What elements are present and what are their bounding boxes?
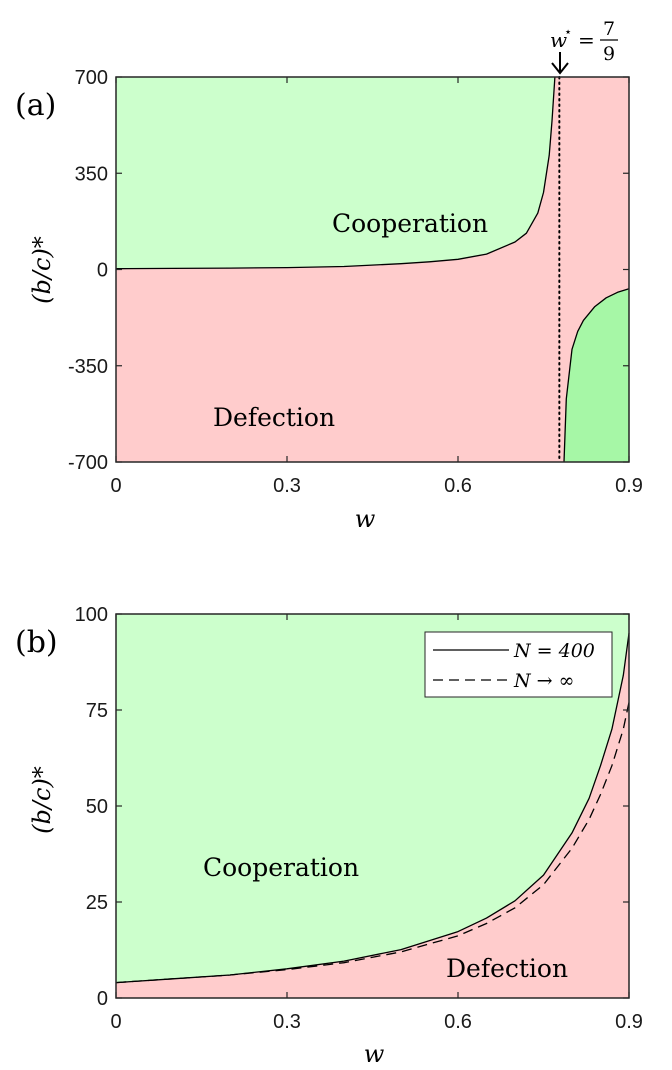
- legend: N = 400 N → ∞: [424, 631, 613, 698]
- asymptote-label-num: 7: [603, 18, 615, 40]
- panel-b-ylabel: (b/c)*: [28, 766, 56, 834]
- panel-a-annotation-cooperation: Cooperation: [332, 209, 488, 238]
- legend-label-n400: N = 400: [513, 640, 595, 662]
- asymptote-label-eq: =: [578, 28, 595, 52]
- legend-box: [424, 631, 613, 698]
- panel-b-xtick-label: 0.3: [273, 1011, 301, 1033]
- panel-a-ytick-label: -700: [68, 452, 108, 474]
- panel-a-label: (a): [15, 88, 56, 123]
- panel-a-ytick-label: 0: [97, 260, 108, 282]
- panel-a-xtick-label: 0.6: [444, 475, 472, 497]
- asymptote-annotation: w ⋆ = 7 9: [550, 18, 618, 75]
- panel-a-ticks: 0 0.3 0.6 0.9 700 350 0 -350 -700: [68, 67, 643, 497]
- panel-b-xtick-label: 0: [110, 1011, 121, 1033]
- asymptote-label-lhs: w: [550, 28, 567, 52]
- panel-b-label: (b): [15, 625, 58, 660]
- panel-b-ticks: 0 0.3 0.6 0.9 100 75 50 25 0: [75, 604, 643, 1033]
- panel-a-xtick-label: 0.3: [273, 475, 301, 497]
- legend-label-ninf: N → ∞: [513, 670, 574, 692]
- panel-a-regions: [116, 77, 629, 462]
- panel-b-xtick-label: 0.9: [615, 1011, 643, 1033]
- series-n400-line: [115, 633, 630, 984]
- panel-b-xlabel: w: [364, 1040, 385, 1068]
- panel-b-ytick-label: 25: [86, 892, 108, 914]
- boundary-right-line: [563, 288, 630, 463]
- panel-b: (b) 0 0.3 0.6 0.9 100 75 50 25 0 Cooperation Def…: [15, 604, 643, 1068]
- asymptote-label-den: 9: [603, 43, 615, 65]
- panel-a-annotation-defection: Defection: [213, 403, 335, 432]
- asymptote-label-sup: ⋆: [564, 25, 572, 40]
- region-defection-b: [116, 633, 629, 998]
- boundary-left-line: [115, 76, 556, 270]
- region-cooperation: [116, 77, 555, 269]
- region-cooperation-right: [564, 288, 629, 462]
- panel-b-series: [115, 633, 630, 984]
- panel-a-xlabel: w: [355, 505, 376, 533]
- panel-b-ytick-label: 100: [75, 604, 108, 626]
- panel-b-ytick-label: 50: [86, 796, 108, 818]
- arrow-down-icon: [551, 62, 569, 75]
- panel-a-xtick-label: 0.9: [615, 475, 643, 497]
- panel-b-ytick-label: 75: [86, 700, 108, 722]
- panel-b-annotation-defection: Defection: [446, 954, 568, 983]
- series-n-infinity-line: [115, 702, 630, 984]
- panel-a-ytick-label: 350: [75, 163, 108, 185]
- panel-a-ytick-label: -350: [68, 356, 108, 378]
- panel-a-ytick-label: 700: [75, 67, 108, 89]
- panel-b-annotation-cooperation: Cooperation: [203, 853, 359, 882]
- panel-a-xtick-label: 0: [110, 475, 121, 497]
- panel-a-boundaries: [115, 76, 630, 463]
- panel-b-xtick-label: 0.6: [444, 1011, 472, 1033]
- panel-a: (a) 0 0.3 0.6 0.9 700 350 0 -350 -700 Cooperatio…: [15, 18, 643, 533]
- panel-b-ytick-label: 0: [97, 988, 108, 1010]
- panel-a-ylabel: (b/c)*: [28, 236, 56, 304]
